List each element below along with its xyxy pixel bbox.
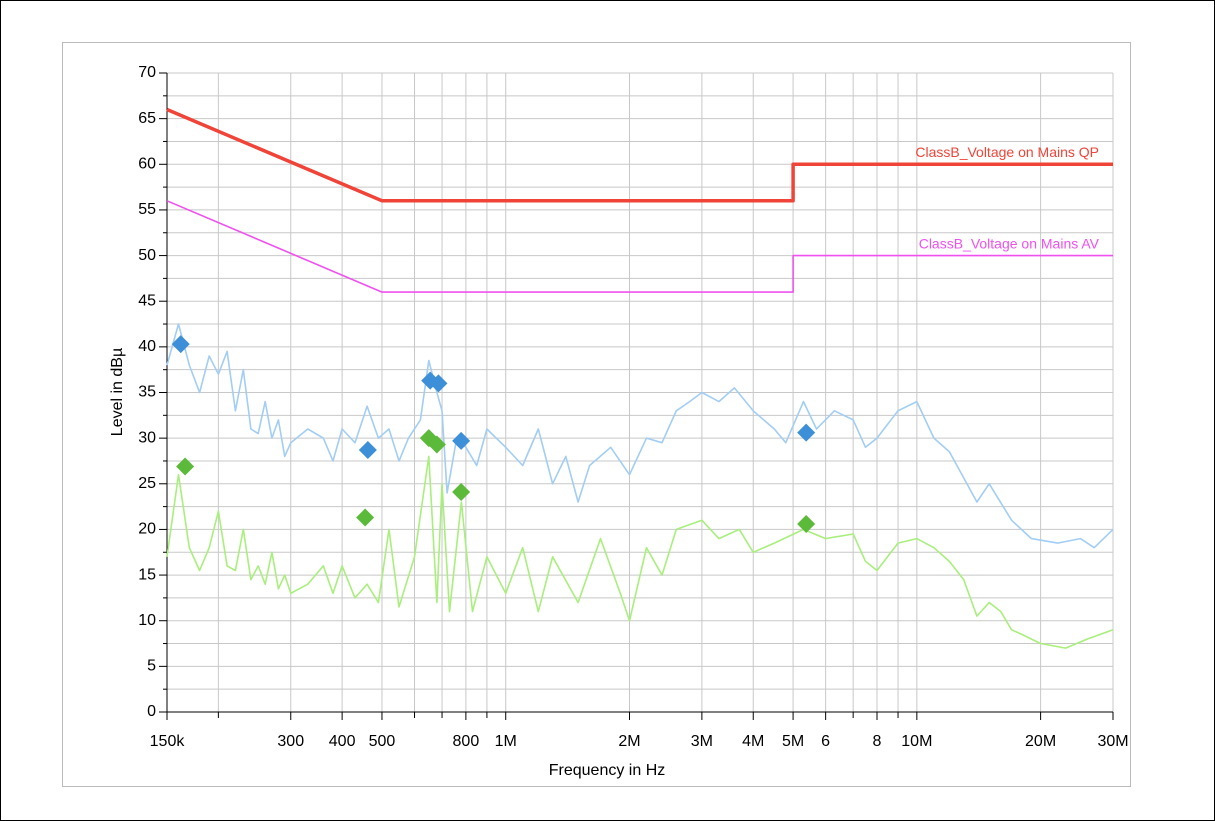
y-tick-label: 70 [138,64,156,81]
y-tick-label: 20 [138,521,156,538]
x-tick-label: 2M [618,733,640,750]
x-tick-label: 10M [901,733,932,750]
marker [427,435,446,454]
y-tick-label: 60 [138,156,156,173]
marker [452,431,471,450]
marker [176,457,195,476]
series-line [166,107,1113,203]
y-tick-label: 5 [147,658,156,675]
x-tick-label: 6 [821,733,830,750]
y-tick-label: 55 [138,201,156,218]
limit-label: ClassB_Voltage on Mains AV [919,235,1100,251]
y-tick-label: 45 [138,292,156,309]
y-axis-label: Level in dBµ [109,348,126,436]
x-tick-label: 3M [691,733,713,750]
x-tick-label: 30M [1097,733,1128,750]
series-line [166,323,1114,549]
y-tick-label: 0 [147,703,156,720]
marker [797,423,816,442]
marker [358,441,377,460]
x-tick-label: 300 [277,733,304,750]
series-line [166,455,1114,649]
y-tick-label: 50 [138,247,156,264]
marker [429,374,448,393]
x-tick-label: 500 [369,733,396,750]
y-tick-label: 30 [138,429,156,446]
y-tick-label: 65 [138,110,156,127]
x-tick-label: 20M [1025,733,1056,750]
marker [171,335,190,354]
y-tick-label: 15 [138,566,156,583]
series-line [166,200,1113,293]
panel-frame [62,42,1131,787]
x-axis-label: Frequency in Hz [549,762,666,779]
x-tick-label: 4M [742,733,764,750]
y-tick-label: 40 [138,338,156,355]
marker [452,483,471,502]
x-tick-label: 8 [873,733,882,750]
x-tick-label: 800 [453,733,480,750]
x-tick-label: 5M [782,733,804,750]
marker [356,508,375,527]
marker [797,514,816,533]
y-tick-label: 35 [138,384,156,401]
x-tick-label: 400 [329,733,356,750]
x-tick-label: 1M [495,733,517,750]
limit-label: ClassB_Voltage on Mains QP [915,144,1099,160]
y-tick-label: 25 [138,475,156,492]
y-tick-label: 10 [138,612,156,629]
x-tick-label: 150k [150,733,186,750]
